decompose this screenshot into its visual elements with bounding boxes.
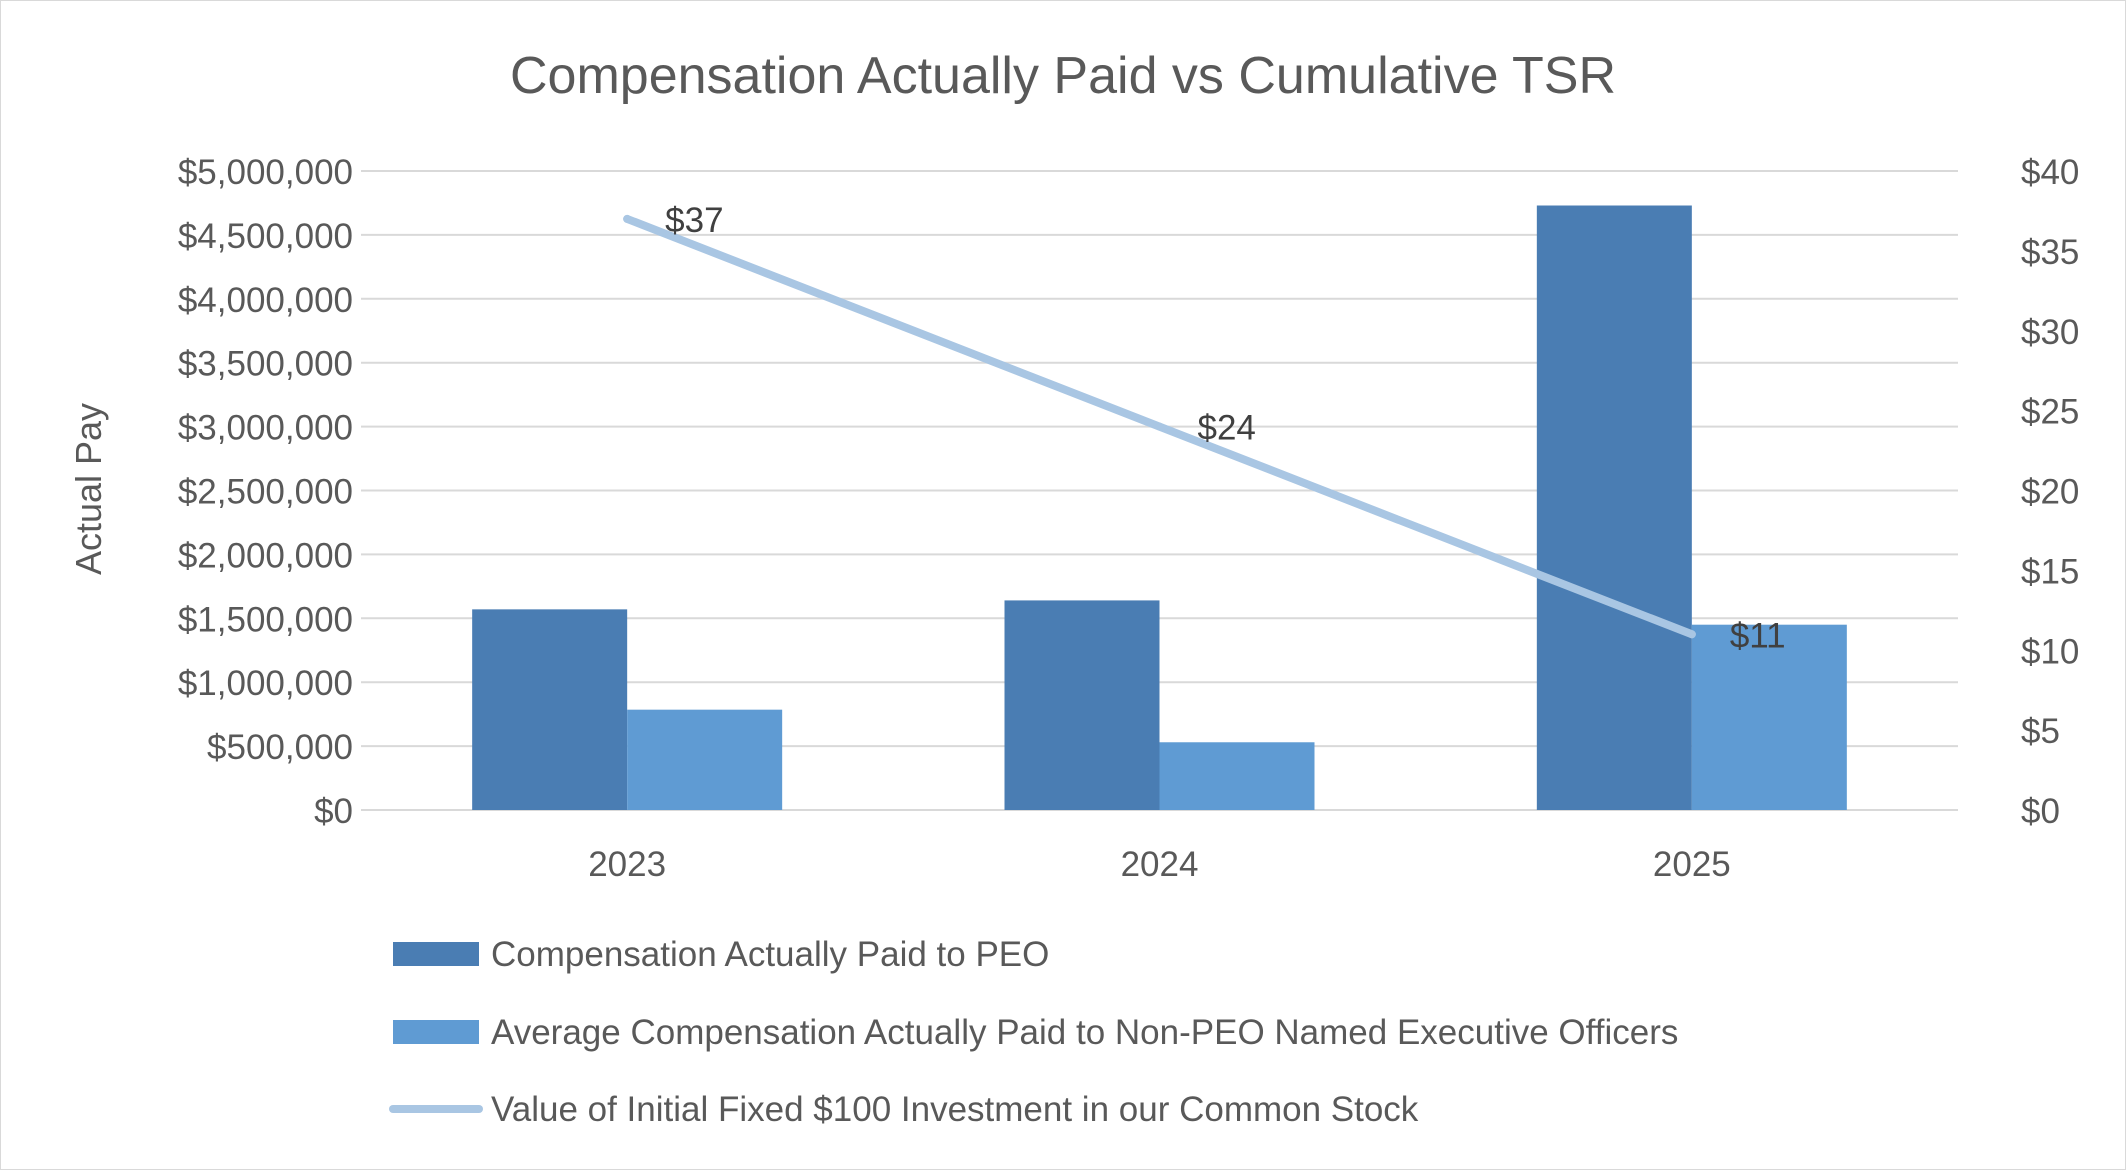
bar-non-peo-2023 [627,709,783,810]
y2-tick-label: $0 [2021,792,2060,831]
bar-non-peo-2024 [1159,742,1315,810]
tsr-data-label: $24 [1198,409,1256,448]
y2-tick-label: $25 [2021,393,2079,432]
legend-swatch [393,1020,479,1044]
y2-tick-label: $15 [2021,552,2079,591]
y-axis-label: Actual Pay [68,403,109,575]
x-axis-ticks: 2023 2024 2025 [588,845,1731,884]
legend-swatch [393,942,479,966]
bar-peo-2023 [472,609,628,810]
tsr-point [1155,422,1164,431]
tsr-point [623,214,632,223]
legend-label: Value of Initial Fixed $100 Investment i… [491,1090,1419,1129]
bar-non-peo-2025 [1691,624,1847,810]
y2-tick-label: $10 [2021,632,2079,671]
y-tick-label: $1,500,000 [178,600,353,639]
y-tick-label: $500,000 [207,728,353,767]
bars [472,205,1847,811]
tsr-line: $37 $24 $11 [623,201,1786,655]
legend-label: Compensation Actually Paid to PEO [491,935,1049,974]
y2-tick-label: $35 [2021,233,2079,272]
x-tick-label: 2025 [1653,845,1731,884]
y2-tick-label: $30 [2021,313,2079,352]
legend-label: Average Compensation Actually Paid to No… [491,1013,1678,1052]
left-axis-ticks: $0 $500,000 $1,000,000 $1,500,000 $2,000,000… [178,153,353,831]
x-tick-label: 2024 [1121,845,1199,884]
y-tick-label: $3,000,000 [178,409,353,448]
y2-tick-label: $20 [2021,473,2079,512]
y-tick-label: $0 [314,792,353,831]
tsr-data-label: $37 [665,201,723,240]
right-axis-ticks: $0 $5 $10 $15 $20 $25 $30 $35 $40 [2021,153,2079,831]
tsr-point [1687,630,1696,639]
y-tick-label: $4,000,000 [178,281,353,320]
x-tick-label: 2023 [588,845,666,884]
y2-tick-label: $5 [2021,712,2060,751]
y-tick-label: $5,000,000 [178,153,353,192]
y-tick-label: $4,500,000 [178,217,353,256]
y2-tick-label: $40 [2021,153,2079,192]
y-tick-label: $3,500,000 [178,345,353,384]
y-tick-label: $2,000,000 [178,536,353,575]
tsr-data-label: $11 [1730,616,1786,655]
y-tick-label: $2,500,000 [178,473,353,512]
bar-peo-2024 [1004,600,1160,810]
legend: Compensation Actually Paid to PEO Average… [389,935,1678,1129]
chart-title: Compensation Actually Paid vs Cumulative… [510,47,1616,105]
y-tick-label: $1,000,000 [178,664,353,703]
bar-peo-2025 [1536,205,1692,811]
